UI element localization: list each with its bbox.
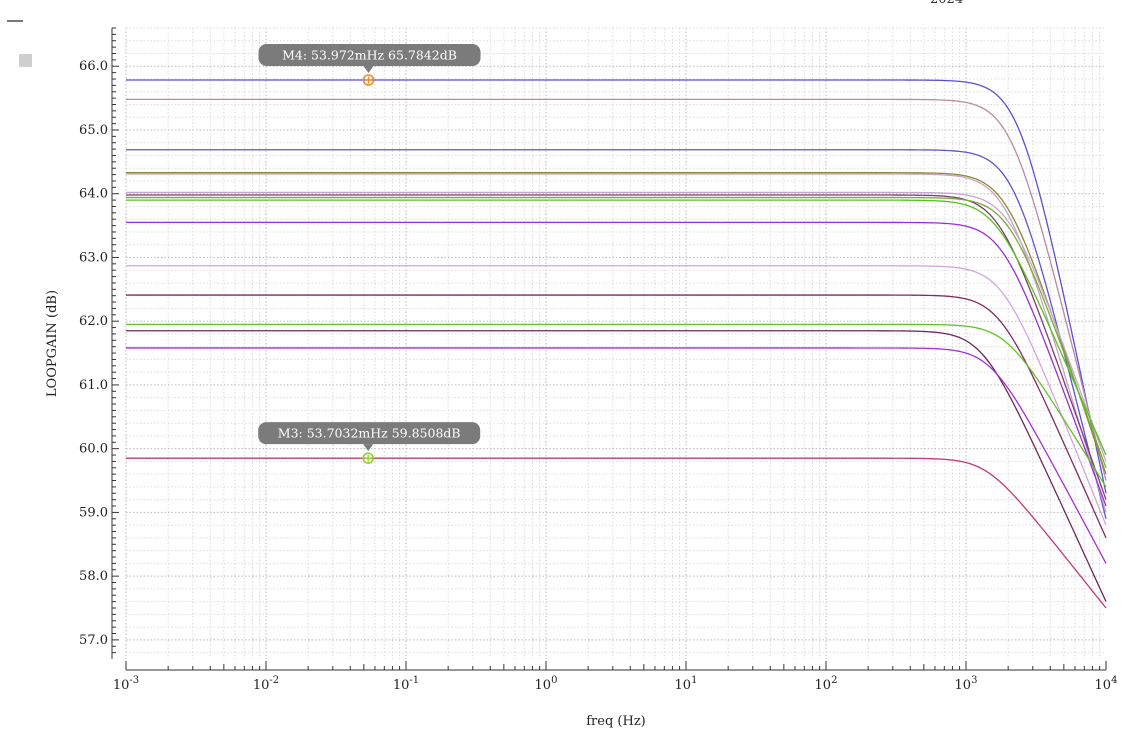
y-tick-label: 65.0 — [79, 123, 108, 138]
series-line-14 — [126, 330, 1107, 602]
series-line-2 — [126, 98, 1107, 481]
series-line-10 — [126, 221, 1107, 507]
x-tick-label: 10-1 — [393, 675, 419, 693]
y-tick-label: 59.0 — [79, 505, 108, 520]
collapse-dash-icon[interactable] — [7, 20, 23, 22]
y-tick-label: 61.0 — [79, 378, 108, 393]
series-line-3 — [126, 149, 1107, 519]
marker-label-box — [258, 422, 481, 445]
y-tick-label: 57.0 — [79, 633, 108, 648]
marker-label-pointer — [363, 444, 374, 452]
series-group — [126, 79, 1107, 609]
y-tick-label: 64.0 — [79, 187, 108, 202]
x-tick-label: 101 — [675, 675, 698, 693]
marker-label-pointer — [363, 65, 374, 73]
y-tick-label: 62.0 — [79, 314, 108, 329]
series-line-5 — [126, 173, 1107, 513]
y-axis-title: LOOPGAIN (dB) — [45, 290, 60, 397]
series-line-9 — [126, 199, 1107, 456]
legend-toggle-square-icon[interactable] — [19, 54, 32, 67]
x-axis-title: freq (Hz) — [586, 714, 646, 729]
axes: 57.0 58.0 59.0 60.0 61.0 62.0 63.0 64.0 65.0 66.0… — [79, 27, 1118, 693]
series-line-7 — [126, 194, 1107, 500]
x-tick-label: 104 — [1095, 675, 1118, 693]
marker-label-text: M3: 53.7032mHz 59.8508dB — [278, 426, 461, 441]
x-tick-label: 10-2 — [253, 675, 279, 693]
y-tick-label: 63.0 — [79, 250, 108, 265]
marker-1: M4: 53.972mHz 65.7842dB — [258, 43, 481, 86]
y-tick-label: 58.0 — [79, 569, 108, 584]
series-line-16 — [126, 457, 1107, 609]
series-line-1 — [126, 79, 1107, 494]
corner-caption: 2024 — [930, 0, 963, 7]
x-tick-label: 10-3 — [113, 675, 139, 693]
series-line-6 — [126, 191, 1107, 462]
marker-point-icon — [362, 74, 375, 86]
series-line-11 — [126, 265, 1107, 526]
marker-label-text: M4: 53.972mHz 65.7842dB — [282, 47, 457, 62]
marker-2: M3: 53.7032mHz 59.8508dB — [258, 422, 481, 464]
x-tick-label: 102 — [815, 675, 838, 693]
series-line-8 — [126, 196, 1107, 469]
series-line-13 — [126, 323, 1107, 488]
series-line-15 — [126, 347, 1107, 564]
marker-point-icon — [362, 452, 375, 464]
x-tick-label: 100 — [535, 675, 558, 693]
series-line-4 — [126, 172, 1107, 475]
y-tick-label: 66.0 — [79, 59, 108, 74]
x-tick-label: 103 — [955, 675, 978, 693]
marker-label-box — [258, 43, 481, 66]
markers: M4: 53.972mHz 65.7842dB M3: 53.7032mHz 59… — [258, 43, 481, 464]
series-line-12 — [126, 294, 1107, 539]
grid — [125, 27, 1106, 659]
y-tick-label: 60.0 — [79, 442, 108, 457]
